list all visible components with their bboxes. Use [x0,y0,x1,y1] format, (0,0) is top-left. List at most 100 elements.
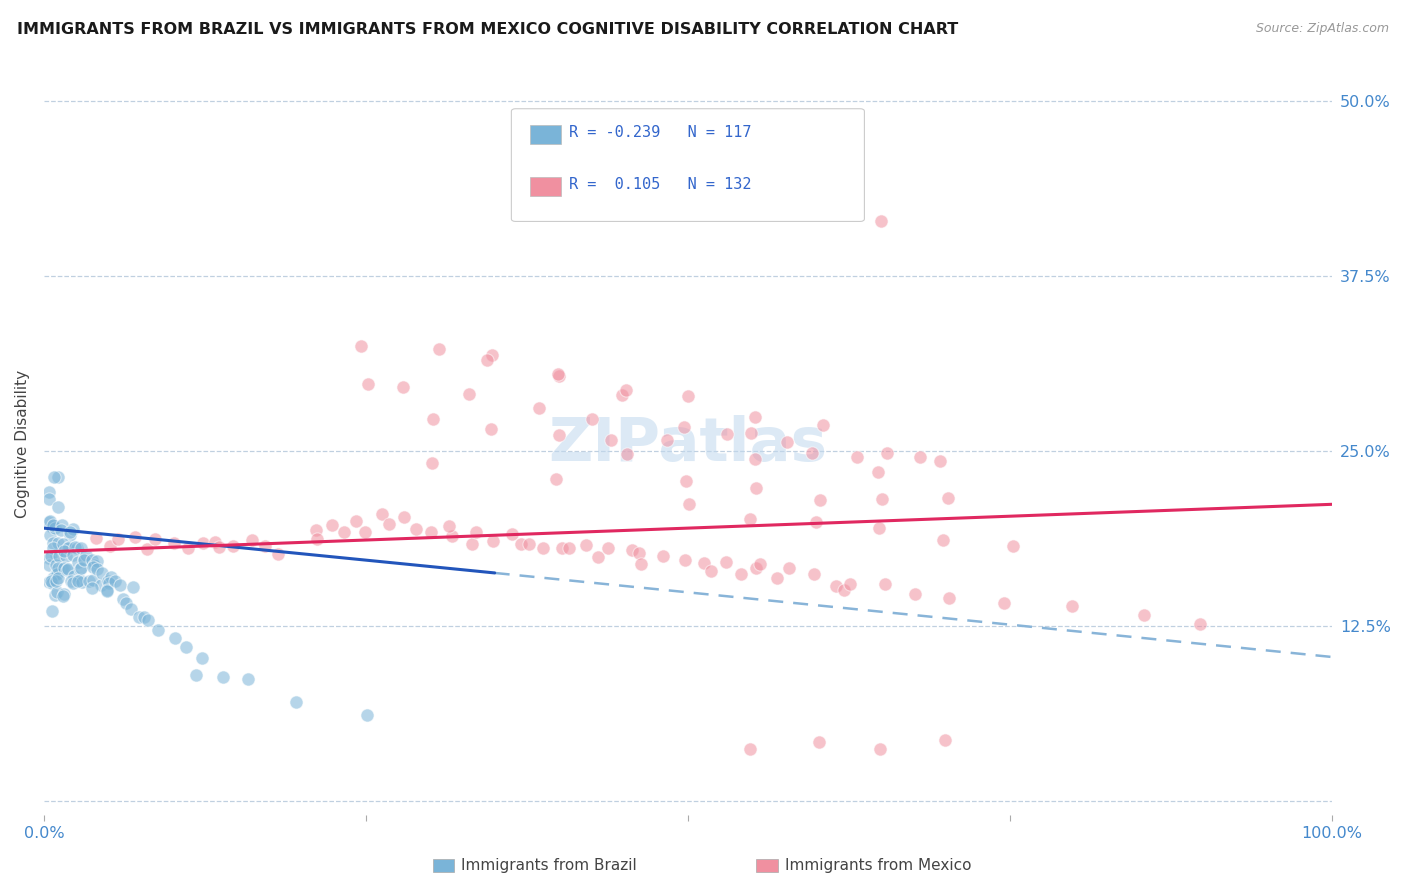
Point [356,708,378,723]
Point [458,386,481,401]
Point [39,574,62,588]
Point [59,574,82,588]
Point [69,562,91,576]
Text: IMMIGRANTS FROM BRAZIL VS IMMIGRANTS FROM MEXICO COGNITIVE DISABILITY CORRELATIO: IMMIGRANTS FROM BRAZIL VS IMMIGRANTS FRO… [17,22,957,37]
Point [846,450,869,464]
Point [610,388,633,402]
Point [96,582,118,597]
Point [776,435,799,450]
Point [45,574,67,588]
Point [212,670,235,684]
Point [69,573,91,587]
Point [481,348,503,362]
Point [517,537,540,551]
Point [42,571,65,585]
Point [716,426,738,441]
Point [41,520,63,534]
Point [38,491,60,506]
Point [41,604,63,618]
Text: Source: ZipAtlas.com: Source: ZipAtlas.com [1256,22,1389,36]
Point [558,541,581,555]
Point [807,735,830,749]
Point [96,584,118,599]
Point [59,527,82,541]
Point [75,549,97,563]
Point [305,523,328,537]
Point [136,613,159,627]
Point [56,563,79,577]
Point [163,631,186,645]
Point [353,524,375,539]
Point [547,428,569,442]
Point [714,555,737,569]
Point [128,609,150,624]
Point [479,422,502,436]
Point [803,567,825,582]
Point [208,540,231,554]
Text: R =  0.105   N = 132: R = 0.105 N = 132 [569,177,752,192]
Point [581,412,603,426]
Point [56,562,79,576]
Point [993,596,1015,610]
Point [586,549,609,564]
Point [936,491,959,506]
Point [804,515,827,529]
Point [427,342,450,356]
Point [744,561,766,575]
Point [1132,608,1154,623]
Point [904,587,927,601]
Point [146,623,169,637]
Point [825,579,848,593]
Point [738,511,761,525]
Point [928,454,950,468]
Point [100,570,122,584]
Point [370,507,392,521]
Point [44,588,66,602]
Point [97,575,120,590]
Point [810,145,832,160]
Point [77,574,100,588]
Point [51,518,73,533]
Point [136,542,159,557]
Point [938,591,960,605]
Point [673,553,696,567]
Point [547,367,569,381]
Point [70,575,93,590]
Point [58,541,80,555]
Point [42,541,65,555]
Y-axis label: Cognitive Disability: Cognitive Disability [15,370,30,518]
Point [48,560,70,574]
Point [356,377,378,392]
Point [73,553,96,567]
Text: R = -0.239   N = 117: R = -0.239 N = 117 [569,125,752,140]
Text: ZIPatlas: ZIPatlas [548,415,827,474]
Point [73,552,96,566]
Point [98,539,121,553]
Point [163,536,186,550]
Point [253,540,276,554]
Point [110,578,132,592]
Point [738,742,761,756]
Point [111,592,134,607]
Point [46,536,69,550]
Point [422,412,444,426]
Point [350,339,373,353]
Point [699,565,721,579]
Point [52,590,75,604]
Point [550,541,572,556]
Point [184,667,207,681]
Point [419,524,441,539]
Point [52,543,75,558]
Point [145,533,167,547]
Point [575,538,598,552]
Point [46,469,69,483]
Point [44,521,66,535]
Point [377,516,399,531]
Point [832,583,855,598]
Point [53,561,76,575]
Point [678,389,700,403]
Point [437,519,460,533]
Point [191,535,214,549]
Point [873,576,896,591]
Point [63,540,86,554]
